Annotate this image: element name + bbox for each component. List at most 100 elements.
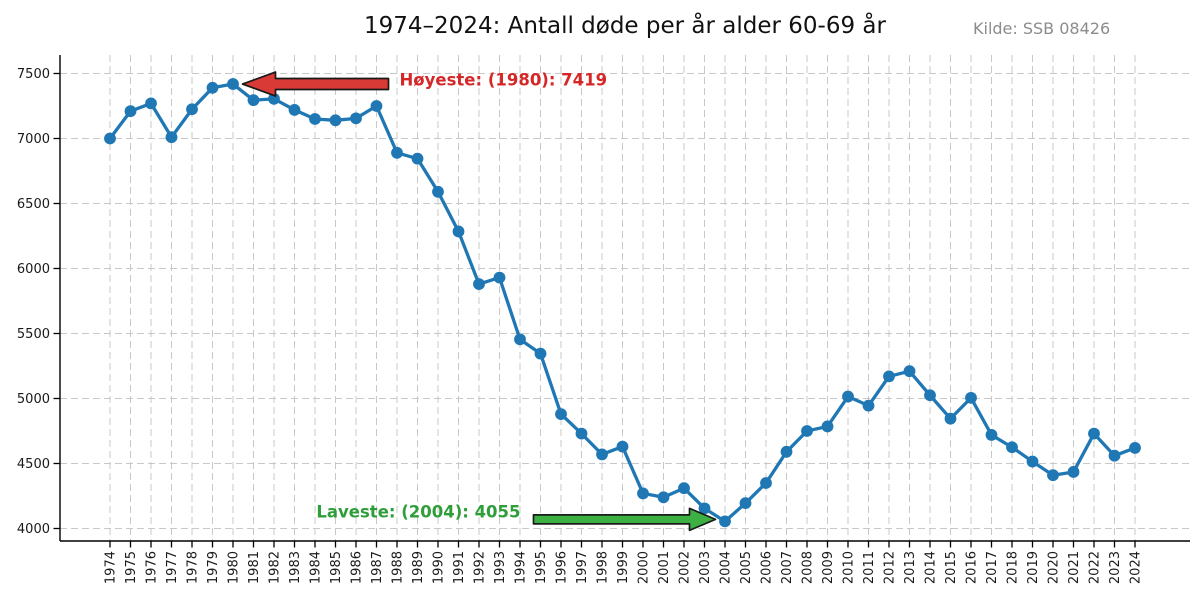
y-axis-tick-label: 7500 <box>17 67 50 82</box>
x-axis-tick-label: 2024 <box>1129 551 1144 584</box>
axes-spines <box>59 55 1190 542</box>
x-axis-tick-label: 2004 <box>719 551 734 584</box>
x-axis-tick-label: 1989 <box>411 551 426 584</box>
highest-annotation-arrow <box>241 71 390 97</box>
data-point-marker <box>698 502 711 515</box>
x-axis-tick-label: 2002 <box>678 551 693 584</box>
x-axis-tick-label: 1974 <box>104 551 119 584</box>
x-axis-tick-label: 2022 <box>1088 551 1103 584</box>
x-axis-tick-label: 1991 <box>452 551 467 584</box>
data-point-marker <box>391 146 403 159</box>
x-axis-tick-label: 2013 <box>903 551 918 584</box>
x-axis-tick-label: 2010 <box>842 551 857 584</box>
x-axis-tick-label: 1997 <box>575 551 590 584</box>
tick-labels: 4000 4500 5000 5500 6000 6500 7000 7500 1974 1975… <box>17 67 1144 584</box>
x-axis-tick-label: 1982 <box>268 551 283 584</box>
x-axis-tick-label: 2005 <box>739 551 754 584</box>
x-axis-tick-label: 1987 <box>370 551 385 584</box>
x-axis-tick-label: 2023 <box>1108 551 1123 584</box>
data-point-marker <box>965 391 977 404</box>
data-point-marker <box>309 113 321 125</box>
data-point-marker <box>719 515 731 528</box>
tick-marks <box>53 72 1136 548</box>
x-axis-tick-label: 2014 <box>924 551 939 584</box>
x-axis-tick-label: 2008 <box>801 551 816 584</box>
x-axis-tick-label: 1992 <box>473 551 488 584</box>
data-point-marker <box>842 390 854 403</box>
y-axis-tick-label: 4000 <box>17 522 50 537</box>
x-axis-tick-label: 1986 <box>350 551 365 584</box>
x-axis-tick-label: 2007 <box>780 551 795 584</box>
x-axis-tick-label: 2021 <box>1067 551 1082 584</box>
data-point-marker <box>350 112 362 125</box>
data-point-marker <box>821 420 834 433</box>
x-axis-tick-label: 1977 <box>165 551 180 584</box>
data-point-marker <box>268 92 280 105</box>
y-axis-tick-label: 6000 <box>17 262 50 277</box>
data-point-marker <box>555 408 567 420</box>
lowest-annotation-arrow <box>532 507 717 532</box>
x-axis-tick-label: 1996 <box>555 551 570 584</box>
data-point-marker <box>411 152 424 165</box>
data-point-marker <box>165 131 178 144</box>
data-point-marker <box>801 425 813 437</box>
data-point-marker <box>1047 469 1059 482</box>
x-axis-tick-label: 2011 <box>862 551 877 584</box>
data-point-marker <box>944 412 957 425</box>
y-axis-tick-label: 4500 <box>17 457 50 472</box>
x-axis-tick-label: 1980 <box>227 551 242 584</box>
x-axis-tick-label: 1975 <box>124 551 139 584</box>
x-axis-tick-label: 1979 <box>206 551 221 584</box>
data-point-marker <box>883 370 895 383</box>
data-point-marker <box>206 81 219 94</box>
lowest-annotation-label: Laveste: (2004): 4055 <box>316 502 520 521</box>
x-axis-tick-label: 2016 <box>965 551 980 584</box>
data-point-marker <box>1088 427 1100 440</box>
highest-annotation-label: Høyeste: (1980): 7419 <box>400 71 608 90</box>
data-point-marker <box>452 225 465 238</box>
data-point-marker <box>739 497 752 510</box>
y-axis-tick-label: 6500 <box>17 197 50 212</box>
x-axis-tick-label: 2006 <box>760 551 775 584</box>
x-axis-tick-label: 1978 <box>186 551 201 584</box>
x-axis-tick-label: 1983 <box>288 551 303 584</box>
y-axis-tick-label: 5000 <box>17 392 50 407</box>
x-axis-tick-label: 2015 <box>944 551 959 584</box>
data-point-marker <box>186 103 198 116</box>
data-point-marker <box>370 100 383 112</box>
data-point-marker <box>1108 449 1121 462</box>
x-axis-tick-label: 1976 <box>145 551 160 584</box>
data-point-marker <box>985 429 998 441</box>
x-axis-tick-label: 2001 <box>657 551 672 584</box>
x-axis-tick-label: 2003 <box>698 551 713 584</box>
x-axis-tick-label: 2000 <box>637 551 652 584</box>
data-point-marker <box>657 491 670 504</box>
data-point-marker <box>247 94 260 107</box>
x-axis-tick-label: 1998 <box>596 551 611 584</box>
data-point-markers <box>104 78 1141 528</box>
data-point-marker <box>473 278 485 290</box>
data-point-marker <box>1026 455 1039 468</box>
data-point-marker <box>514 333 526 346</box>
x-axis-tick-label: 2019 <box>1026 551 1041 584</box>
chart-title: 1974–2024: Antall døde per år alder 60-6… <box>364 13 886 39</box>
x-axis-tick-label: 2018 <box>1006 551 1021 584</box>
x-axis-tick-label: 1988 <box>391 551 406 584</box>
x-axis-tick-label: 1995 <box>534 551 549 584</box>
source-label: Kilde: SSB 08426 <box>973 19 1111 38</box>
data-point-marker <box>288 104 301 116</box>
x-axis-tick-label: 2012 <box>883 551 898 584</box>
x-axis-tick-label: 1993 <box>493 551 508 584</box>
data-point-marker <box>1129 442 1141 454</box>
x-axis-tick-label: 1999 <box>616 551 631 584</box>
data-point-marker <box>903 365 916 378</box>
data-point-marker <box>145 97 157 110</box>
data-point-marker <box>780 445 793 458</box>
x-axis-tick-label: 2020 <box>1047 551 1062 584</box>
data-point-marker <box>760 477 772 489</box>
y-axis-tick-label: 5500 <box>17 327 50 342</box>
data-point-marker <box>124 105 137 118</box>
data-point-marker <box>493 271 506 284</box>
data-point-marker <box>432 185 444 198</box>
